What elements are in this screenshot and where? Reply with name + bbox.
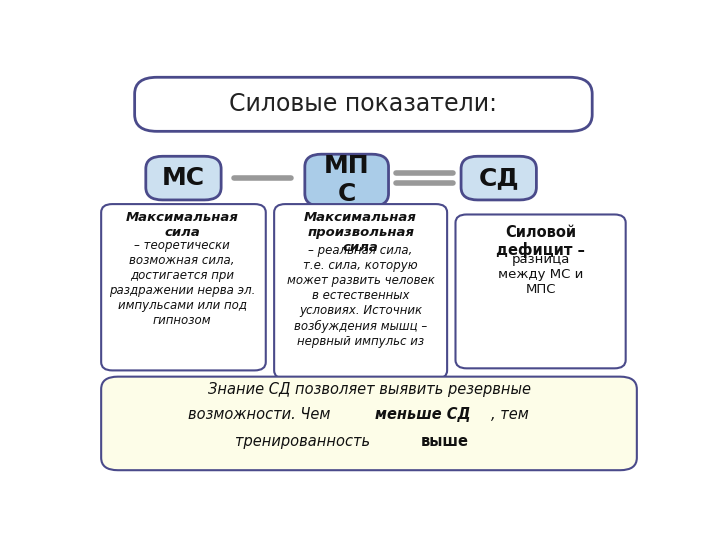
FancyBboxPatch shape — [101, 377, 637, 470]
Text: СД: СД — [478, 166, 519, 190]
FancyBboxPatch shape — [274, 204, 447, 379]
FancyBboxPatch shape — [101, 204, 266, 370]
Text: выше: выше — [420, 435, 468, 449]
Text: разница
между МС и
МПС: разница между МС и МПС — [498, 253, 583, 296]
Text: – теоретически
возможная сила,
достигается при
раздражении нерва эл.
импульсами : – теоретически возможная сила, достигает… — [109, 239, 256, 327]
Text: Максимальная
сила: Максимальная сила — [125, 211, 238, 239]
Text: Силовые показатели:: Силовые показатели: — [230, 92, 498, 116]
Text: тренированность: тренированность — [235, 435, 375, 449]
Text: МС: МС — [162, 166, 205, 190]
Text: Максимальная
произвольная
сила: Максимальная произвольная сила — [304, 211, 417, 254]
Text: Силовой
дефицит –: Силовой дефицит – — [496, 225, 585, 259]
FancyBboxPatch shape — [461, 156, 536, 200]
FancyBboxPatch shape — [305, 154, 389, 206]
FancyBboxPatch shape — [135, 77, 592, 131]
Text: Знание СД позволяет выявить резервные: Знание СД позволяет выявить резервные — [207, 382, 531, 397]
Text: возможности. Чем: возможности. Чем — [188, 407, 335, 422]
FancyBboxPatch shape — [456, 214, 626, 368]
Text: меньше СД: меньше СД — [374, 407, 470, 422]
Text: – реальная сила,
т.е. сила, которую
может развить человек
в естественных
условия: – реальная сила, т.е. сила, которую може… — [287, 245, 435, 348]
FancyBboxPatch shape — [145, 156, 221, 200]
Text: МП
С: МП С — [324, 154, 369, 206]
Text: , тем: , тем — [490, 407, 528, 422]
